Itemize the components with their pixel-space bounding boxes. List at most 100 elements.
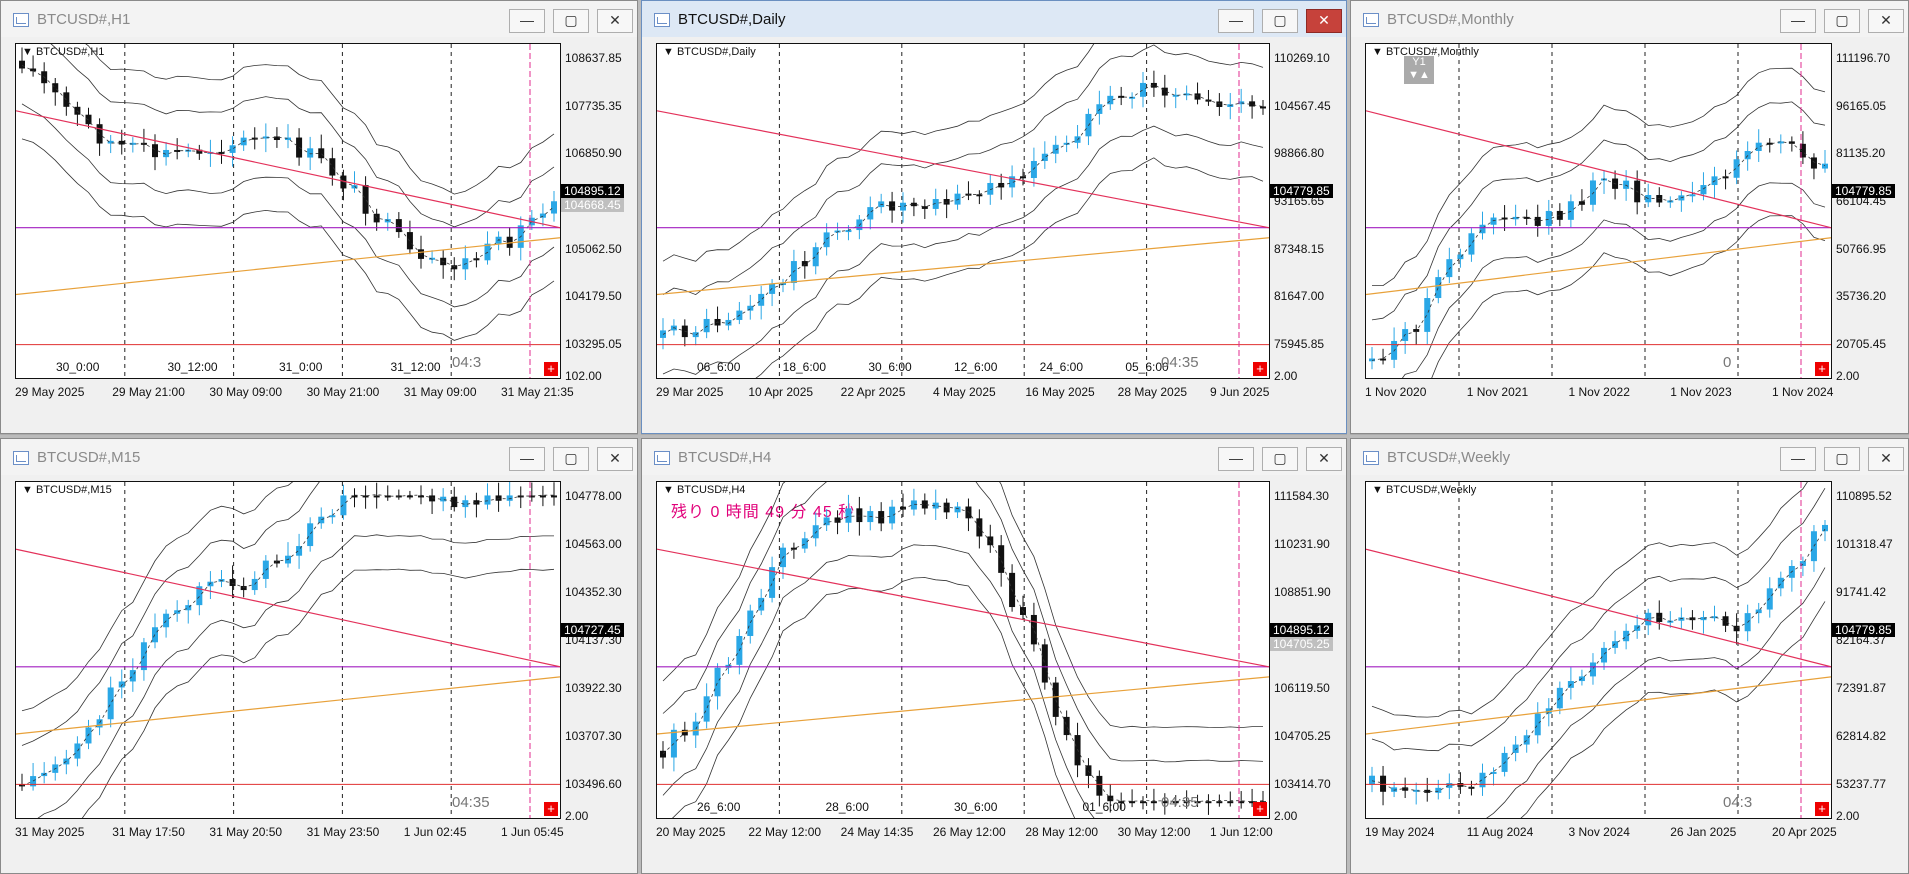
minimize-button[interactable]: —: [1780, 9, 1816, 33]
minimize-button[interactable]: —: [1218, 447, 1254, 471]
price-plot[interactable]: [1366, 482, 1831, 818]
candle-body: [1645, 612, 1652, 626]
candle-body: [296, 546, 303, 556]
y-axis-label: 2.00: [1274, 369, 1298, 383]
price-plot[interactable]: [16, 44, 560, 378]
current-price-label: 104895.12: [1270, 622, 1333, 637]
title-bar[interactable]: BTCUSD#,Weekly — ▢ ✕: [1351, 439, 1908, 475]
chart-window-weekly[interactable]: BTCUSD#,Weekly — ▢ ✕ ▼ BTCUSD#,Weekly 04:3 +11…: [1350, 438, 1909, 874]
y-axis-label: 103922.30: [565, 681, 622, 695]
y-axis-label: 108637.85: [565, 51, 622, 65]
x-axis-label: 26 Jan 2025: [1670, 825, 1737, 839]
chart-area[interactable]: ▼ BTCUSD#,Daily 06_6:00 18_6:00 30_6:00 12_6…: [656, 43, 1270, 379]
add-indicator-button[interactable]: +: [544, 802, 558, 816]
candle-body: [218, 151, 225, 154]
chart-area[interactable]: ▼ BTCUSD#,M15 04:35 +: [15, 481, 561, 819]
minimize-button[interactable]: —: [1218, 9, 1254, 33]
chart-window-h1[interactable]: BTCUSD#,H1 — ▢ ✕ ▼ BTCUSD#,H1 30_0:00 30_12:00…: [0, 0, 638, 434]
close-button[interactable]: ✕: [1868, 447, 1904, 471]
chart-window-monthly[interactable]: BTCUSD#,Monthly — ▢ ✕ ▼ BTCUSD#,Monthly Y1 ▼▲ 0…: [1350, 0, 1909, 434]
maximize-button[interactable]: ▢: [1824, 9, 1860, 33]
chart-area[interactable]: ▼ BTCUSD#,H1 30_0:00 30_12:00 31_0:00 31_12:…: [15, 43, 561, 379]
add-indicator-button[interactable]: +: [1815, 362, 1829, 376]
title-bar[interactable]: BTCUSD#,H4 — ▢ ✕: [642, 439, 1346, 475]
bar-timer: 04:35: [452, 794, 490, 811]
bollinger-band-line: [50, 44, 555, 228]
x-axis-label: 30 May 21:00: [306, 385, 380, 399]
title-bar[interactable]: BTCUSD#,M15 — ▢ ✕: [1, 439, 637, 475]
pane-separator-horizontal[interactable]: [0, 435, 1909, 438]
bollinger-band-line: [755, 157, 1264, 378]
y-axis-label: 2.00: [1836, 369, 1860, 383]
candle-body: [812, 247, 819, 267]
minimize-button[interactable]: —: [509, 447, 545, 471]
candle-body: [1260, 106, 1266, 109]
title-bar[interactable]: BTCUSD#,H1 — ▢ ✕: [1, 1, 637, 37]
close-button[interactable]: ✕: [1306, 447, 1342, 471]
chart-area[interactable]: ▼ BTCUSD#,Weekly 04:3 +: [1365, 481, 1832, 819]
bollinger-band-line: [662, 482, 1263, 729]
maximize-button[interactable]: ▢: [553, 9, 589, 33]
chart-area[interactable]: ▼ BTCUSD#,Monthly Y1 ▼▲ 0 +: [1365, 43, 1832, 379]
price-plot[interactable]: [657, 44, 1269, 378]
y-axis-label: 87348.15: [1274, 241, 1325, 256]
candle-body: [30, 68, 37, 72]
title-bar[interactable]: BTCUSD#,Monthly — ▢ ✕: [1351, 1, 1908, 37]
chart-area[interactable]: ▼ BTCUSD#,H4 残り 0 時間 49 分 45 秒 26_6:00 28_6…: [656, 481, 1270, 819]
candle-body: [845, 508, 852, 523]
candle-body: [812, 525, 819, 539]
candle-body: [318, 516, 325, 524]
y-axis-label: 20705.45: [1836, 337, 1887, 351]
close-button[interactable]: ✕: [1306, 9, 1342, 33]
candle-body: [1041, 644, 1048, 683]
candle-body: [845, 230, 852, 233]
candle-body: [1689, 617, 1696, 621]
bar-timer: 0: [1723, 354, 1732, 371]
candle-body: [1689, 194, 1696, 197]
chart-window-icon: [13, 13, 29, 27]
candle-body: [1545, 210, 1552, 226]
candle-body: [384, 219, 391, 223]
title-bar[interactable]: BTCUSD#,Daily — ▢ ✕: [642, 1, 1346, 37]
close-button[interactable]: ✕: [597, 9, 633, 33]
candle-body: [910, 500, 917, 510]
price-plot[interactable]: [657, 482, 1269, 818]
minimize-button[interactable]: —: [509, 9, 545, 33]
y-axis-label: 107735.35: [565, 98, 622, 113]
minimize-button[interactable]: —: [1780, 447, 1816, 471]
close-button[interactable]: ✕: [1868, 9, 1904, 33]
candle-body: [1446, 783, 1453, 788]
candle-body: [174, 610, 181, 614]
close-button[interactable]: ✕: [597, 447, 633, 471]
maximize-button[interactable]: ▢: [1262, 447, 1298, 471]
maximize-button[interactable]: ▢: [553, 447, 589, 471]
price-plot[interactable]: [16, 482, 560, 818]
candle-body: [1424, 789, 1431, 793]
chart-window-h4[interactable]: BTCUSD#,H4 — ▢ ✕ ▼ BTCUSD#,H4 残り 0 時間 49 分 45…: [641, 438, 1347, 874]
maximize-button[interactable]: ▢: [1262, 9, 1298, 33]
candle-body: [1435, 277, 1442, 299]
candle-body: [1523, 735, 1530, 745]
maximize-button[interactable]: ▢: [1824, 447, 1860, 471]
price-plot[interactable]: [1366, 44, 1831, 378]
chart-window-m15[interactable]: BTCUSD#,M15 — ▢ ✕ ▼ BTCUSD#,M15 04:35 +104778.…: [0, 438, 638, 874]
x-axis-label: 22 Apr 2025: [840, 385, 906, 399]
add-indicator-button[interactable]: +: [1253, 362, 1267, 376]
candle-body: [1766, 142, 1773, 145]
candle-body: [273, 560, 280, 564]
candle-body: [1380, 358, 1387, 361]
add-indicator-button[interactable]: +: [544, 362, 558, 376]
trend-line: [16, 548, 560, 668]
candle-body: [418, 495, 424, 498]
candle-body: [801, 261, 808, 267]
y-axis-label: 102.00: [565, 369, 602, 383]
add-indicator-button[interactable]: +: [1253, 802, 1267, 816]
chart-symbol-label: ▼ BTCUSD#,H4: [663, 484, 746, 496]
trend-line: [657, 237, 1269, 296]
add-indicator-button[interactable]: +: [1815, 802, 1829, 816]
bollinger-band-line: [1371, 487, 1826, 752]
chart-window-daily[interactable]: BTCUSD#,Daily — ▢ ✕ ▼ BTCUSD#,Daily 06_6:00 18…: [641, 0, 1347, 434]
candle-body: [1623, 180, 1630, 189]
period-badge[interactable]: Y1 ▼▲: [1404, 56, 1434, 84]
candle-body: [834, 517, 841, 523]
